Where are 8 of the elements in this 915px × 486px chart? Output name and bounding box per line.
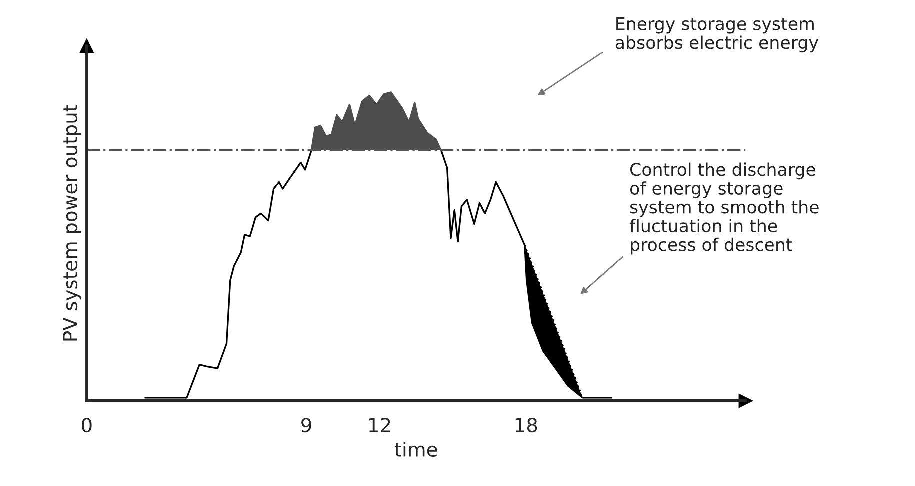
y-axis-title: PV system power output bbox=[63, 104, 82, 341]
x-axis-title: time bbox=[394, 442, 438, 458]
text: Energy storage system absorbs electric energy bbox=[616, 18, 818, 53]
x-tick-label: 9 bbox=[302, 418, 312, 433]
annotation: Control the discharge of energy storage system to smooth the fluctuation in the process of descent bbox=[630, 162, 819, 255]
x-tick-label: 12 bbox=[369, 418, 390, 432]
x-tick-label: 0 bbox=[82, 418, 92, 433]
x-tick-label: 18 bbox=[516, 418, 538, 433]
